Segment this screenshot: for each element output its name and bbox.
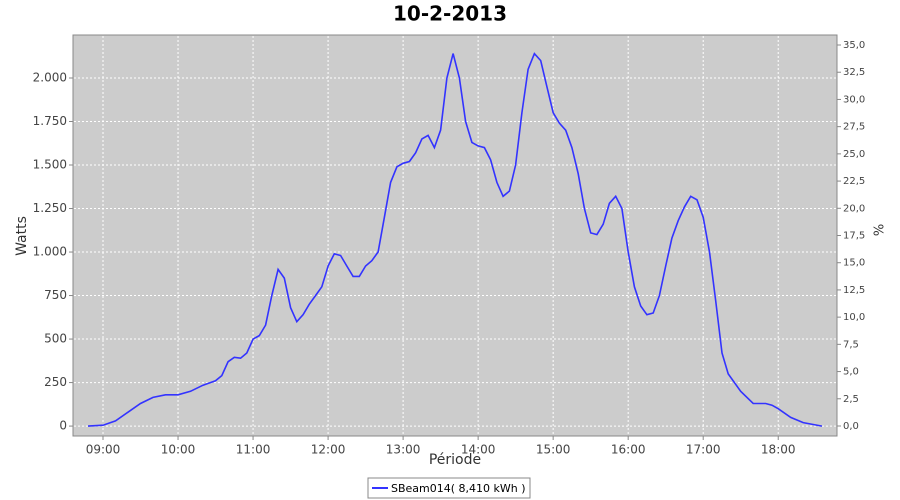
y2-tick-label: 2,5 — [843, 394, 859, 405]
y2-tick-label: 10,0 — [843, 312, 865, 323]
y2-tick-label: 5,0 — [843, 367, 859, 378]
y2-axis-label: % — [873, 224, 888, 236]
y-tick-label: 0 — [59, 419, 67, 433]
x-tick-label: 12:00 — [311, 443, 346, 457]
y-tick-label: 750 — [44, 288, 67, 302]
x-tick-label: 09:00 — [86, 443, 121, 457]
x-tick-label: 17:00 — [686, 443, 721, 457]
y-tick-label: 500 — [44, 332, 67, 346]
x-tick-label: 10:00 — [161, 443, 196, 457]
y2-tick-label: 12,5 — [843, 285, 865, 296]
y2-tick-label: 15,0 — [843, 258, 865, 269]
series-line — [87, 52, 823, 427]
y2-tick-label: 27,5 — [843, 122, 865, 133]
y2-tick-label: 30,0 — [843, 94, 865, 105]
y-tick-label: 1.750 — [33, 114, 67, 128]
y2-tick-label: 25,0 — [843, 149, 865, 160]
x-tick-label: 16:00 — [611, 443, 646, 457]
x-tick-label: 11:00 — [236, 443, 271, 457]
y2-tick-label: 0,0 — [843, 421, 859, 432]
chart-title: 10-2-2013 — [393, 2, 507, 26]
x-tick-label: 13:00 — [386, 443, 421, 457]
y-tick-label: 250 — [44, 375, 67, 389]
y-tick-label: 1.250 — [33, 201, 67, 215]
plot-area — [72, 34, 838, 437]
legend-label: SBeam014( 8,410 kWh ) — [391, 482, 526, 495]
x-tick-label: 18:00 — [761, 443, 796, 457]
y-tick-label: 1.000 — [33, 245, 67, 259]
y2-tick-label: 32,5 — [843, 67, 865, 78]
y2-tick-label: 7,5 — [843, 339, 859, 350]
y2-tick-label: 17,5 — [843, 231, 865, 242]
x-axis-label: Période — [429, 452, 481, 468]
x-tick-label: 15:00 — [536, 443, 571, 457]
y-axis-label: Watts — [14, 216, 30, 256]
legend-box — [367, 477, 531, 499]
y-tick-label: 2.000 — [33, 70, 67, 84]
y-tick-label: 1.500 — [33, 158, 67, 172]
y2-tick-label: 20,0 — [843, 203, 865, 214]
y2-tick-label: 22,5 — [843, 176, 865, 187]
y2-tick-label: 35,0 — [843, 40, 865, 51]
x-tick-label: 14:00 — [461, 443, 496, 457]
